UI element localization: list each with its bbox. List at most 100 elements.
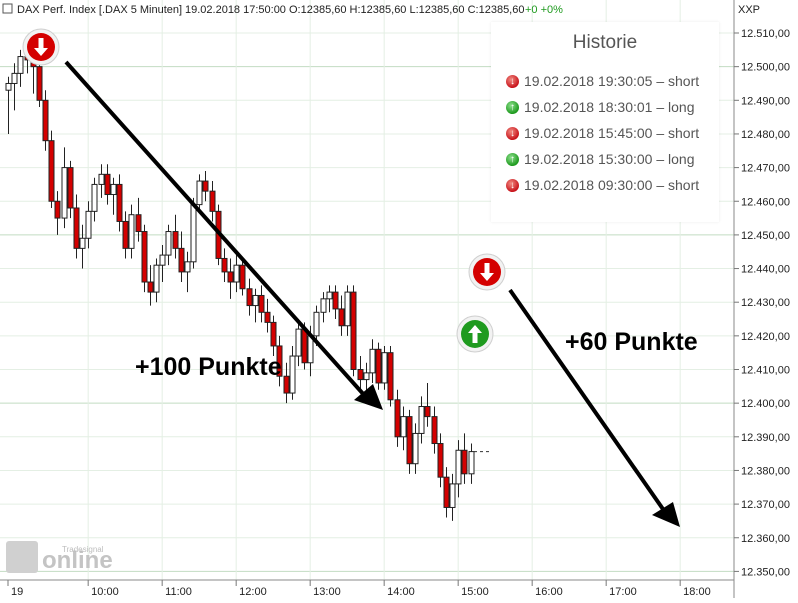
candle [147,265,154,306]
x-tick-label: 14:00 [387,586,415,598]
x-tick-label: 10:00 [91,586,119,598]
candle-body [394,399,401,438]
candle [48,130,55,208]
candle-body [461,449,468,475]
candle [455,440,462,498]
candle-body [381,352,388,384]
history-entry-label: 19.02.2018 18:30:01 – long [524,99,695,115]
candle [468,443,475,484]
y-tick-label: 12.400,00 [741,398,790,410]
candle-body [184,261,191,273]
arrow-up-icon [468,325,482,343]
x-tick-label: 17:00 [609,586,637,598]
short-signal-marker[interactable] [468,253,506,291]
candle-body [227,271,234,283]
candle-body [48,140,55,202]
history-entry[interactable]: ↓ 19.02.2018 09:30:00 – short [506,175,699,195]
candle [202,170,209,202]
candle-body [375,348,382,384]
candle [270,315,277,357]
candle [141,224,148,293]
candle-body [350,291,357,371]
candle-body [147,281,154,293]
long-signal-marker[interactable] [456,315,494,353]
history-entry[interactable]: ↑ 19.02.2018 18:30:01 – long [506,97,695,117]
arrow-down-icon [34,38,48,56]
candle [67,160,74,219]
candle [246,278,253,316]
candle [135,197,142,242]
candle [17,49,24,87]
candle-body [332,291,339,310]
candle [79,224,86,269]
candle-body [17,56,24,74]
candle [412,423,419,474]
y-tick-label: 12.470,00 [741,163,790,175]
y-tick-label: 12.420,00 [741,331,790,343]
candle [375,342,382,390]
candle-body [326,291,333,300]
x-tick-label: 15:00 [461,586,489,598]
candle [36,59,43,108]
history-panel: Historie ↓ 19.02.2018 19:30:05 – short ↑ 19… [491,22,719,222]
x-tick-label: 11:00 [165,586,192,598]
candle [165,224,172,266]
history-entry-label: 19.02.2018 09:30:00 – short [524,177,700,193]
candle-body [320,298,327,313]
candle-body [202,180,209,192]
history-entry[interactable]: ↑ 19.02.2018 15:30:00 – long [506,149,695,169]
candle-body [54,200,61,219]
candle [400,406,407,451]
candle [91,177,98,222]
history-entry[interactable]: ↓ 19.02.2018 19:30:05 – short [506,71,699,91]
y-tick-label: 12.390,00 [741,432,790,444]
header-datetime: 19.02.2018 17:50:00 [185,4,286,16]
candle [443,467,450,518]
candle-body [437,443,444,478]
svg-text:online: online [42,547,113,574]
candle-body [455,449,462,485]
candle-body [178,247,185,273]
candle-body [116,183,123,222]
x-tick-label: 13:00 [313,586,341,598]
history-entry[interactable]: ↓ 19.02.2018 15:45:00 – short [506,123,699,143]
short-signal-icon: ↓ [506,126,519,140]
candle-body [387,352,394,401]
y-tick-label: 12.350,00 [741,566,790,578]
x-tick-label: 16:00 [535,586,563,598]
candle-body [443,476,450,508]
candle [172,214,179,259]
candle [178,231,185,283]
candle-body [104,173,111,196]
candle [54,191,61,235]
candle [116,174,123,232]
candle-body [11,72,18,84]
candle [437,433,444,488]
header-ohlc: O:12385,60 H:12385,60 L:12385,60 C:12385… [289,4,524,16]
x-tick-label: 19 [11,586,23,598]
candle [320,292,327,323]
candle-body [91,183,98,212]
move-label-2: +60 Punkte [565,328,698,356]
candle [449,473,456,521]
candle-body [165,231,172,256]
candle [159,244,166,283]
candle-body [36,66,43,101]
candle-body [289,355,296,394]
candle-body [264,311,271,323]
short-signal-marker[interactable] [22,28,60,66]
candle [461,433,468,484]
history-entry-label: 19.02.2018 15:30:00 – long [524,151,695,167]
candle [387,345,394,407]
candle-body [85,210,92,239]
candle-body [79,237,86,249]
y-tick-label: 12.500,00 [741,62,790,74]
candle [196,174,203,212]
y-tick-label: 12.440,00 [741,264,790,276]
candle-body [233,264,240,283]
candle [122,211,129,259]
candle-body [295,328,302,357]
header-change: +0 +0% [525,4,563,16]
window-menu-icon[interactable] [2,3,13,14]
